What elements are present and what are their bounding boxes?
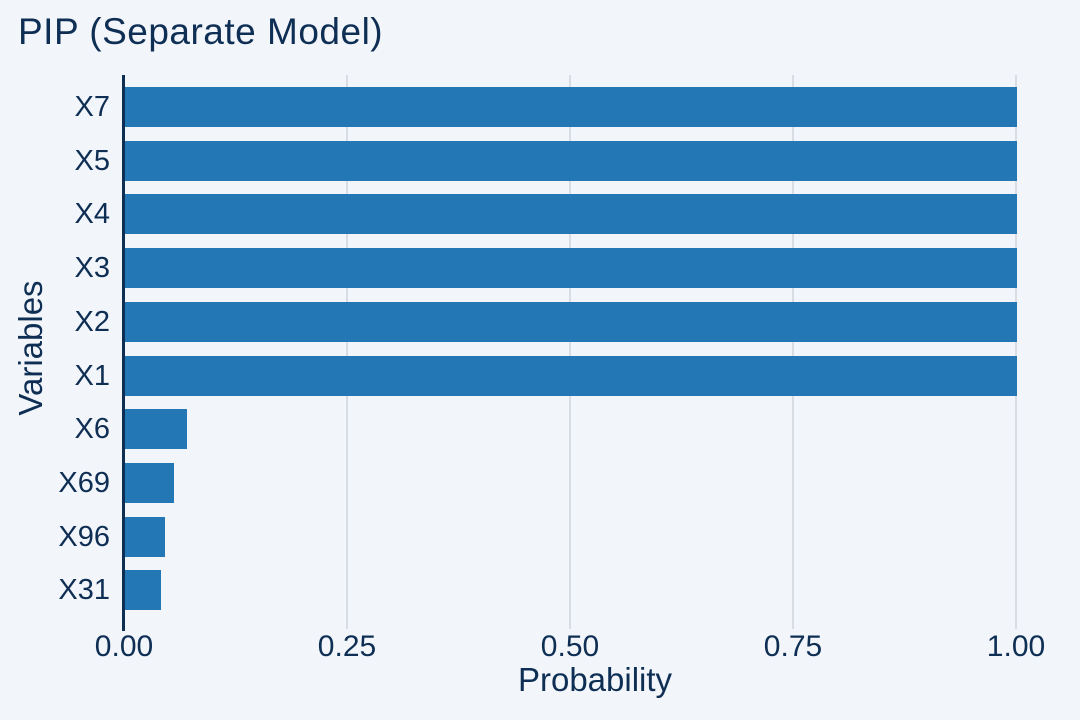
x-tick-label: 0.25 xyxy=(317,630,377,663)
x-tick-label: 0.75 xyxy=(763,630,823,663)
y-tick-label-X4: X4 xyxy=(74,198,110,231)
bar-X6 xyxy=(125,409,188,450)
bar-X7 xyxy=(125,87,1017,127)
y-tick-label-X31: X31 xyxy=(58,574,110,607)
gridline-0.50 xyxy=(569,75,571,629)
gridline-0.75 xyxy=(792,75,794,629)
y-tick-label-X5: X5 xyxy=(74,144,110,177)
bar-X5 xyxy=(125,140,1017,181)
bar-X1 xyxy=(125,355,1017,396)
y-tick-label-X2: X2 xyxy=(74,305,110,338)
x-tick-label: 0.00 xyxy=(94,630,154,663)
x-tick-label: 1.00 xyxy=(986,630,1046,663)
y-tick-label-X7: X7 xyxy=(74,91,110,123)
gridline-0.25 xyxy=(346,75,348,629)
bar-X4 xyxy=(125,194,1017,235)
chart-title: PIP (Separate Model) xyxy=(18,11,384,52)
y-axis-line xyxy=(122,75,125,631)
bar-X31 xyxy=(125,570,161,611)
y-tick-label-X3: X3 xyxy=(74,252,110,285)
bar-X3 xyxy=(125,248,1017,289)
y-tick-label-X96: X96 xyxy=(58,520,110,553)
bar-X96 xyxy=(125,516,166,557)
y-tick-label-X6: X6 xyxy=(74,413,110,446)
x-tick-label: 0.50 xyxy=(540,630,600,663)
y-tick-label-X1: X1 xyxy=(74,359,110,392)
x-axis-title: Probability xyxy=(517,661,673,698)
bar-X2 xyxy=(125,301,1017,342)
gridline-1.00 xyxy=(1015,75,1017,629)
bar-X69 xyxy=(125,462,175,503)
y-tick-label-X69: X69 xyxy=(58,466,110,499)
